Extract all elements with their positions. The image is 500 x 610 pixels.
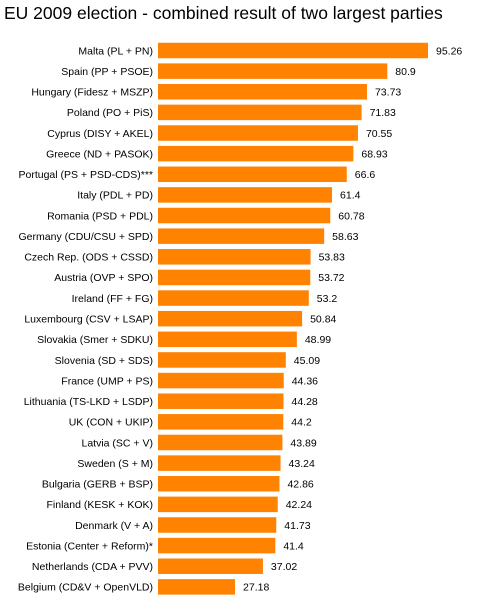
category-label: Ireland (FF + FG) (72, 293, 153, 305)
category-label: Slovenia (SD + SDS) (55, 355, 153, 367)
category-label: Denmark (V + A) (75, 520, 153, 532)
bar (158, 104, 362, 121)
category-label: Estonia (Center + Reform)* (26, 540, 153, 552)
value-label: 53.83 (319, 252, 345, 264)
category-label: Latvia (SC + V) (82, 437, 154, 449)
category-label: Malta (PL + PN) (78, 45, 153, 57)
bar (158, 558, 263, 574)
category-label: Italy (PDL + PD) (77, 190, 153, 202)
category-label: Sweden (S + M) (77, 458, 153, 470)
bar (158, 537, 276, 554)
category-label: Finland (KESK + KOK) (46, 499, 153, 511)
bar (158, 393, 284, 409)
category-label: Romania (PSD + PDL) (47, 210, 153, 222)
value-label: 53.2 (317, 293, 338, 305)
value-label: 48.99 (305, 334, 331, 346)
category-label: Bulgaria (GERB + BSP) (42, 479, 153, 491)
value-label: 42.86 (287, 479, 313, 491)
value-label: 53.72 (318, 272, 344, 284)
category-label: UK (CON + UKIP) (69, 417, 153, 429)
bar (158, 414, 284, 430)
bar (158, 249, 311, 265)
value-label: 44.2 (291, 417, 312, 429)
category-label: Czech Rep. (ODS + CSSD) (24, 252, 153, 264)
category-label: Luxembourg (CSV + LSAP) (24, 313, 153, 325)
category-label: Slovakia (Smer + SDKU) (37, 334, 153, 346)
bar (158, 125, 358, 141)
value-label: 80.9 (395, 66, 416, 78)
value-label: 44.28 (292, 396, 318, 408)
bar (158, 310, 303, 327)
value-label: 41.4 (283, 540, 304, 552)
value-label: 68.93 (361, 148, 387, 160)
bar (158, 372, 284, 389)
category-label: Spain (PP + PSOE) (61, 66, 153, 78)
category-label: Greece (ND + PASOK) (46, 148, 153, 160)
value-label: 70.55 (366, 128, 392, 140)
category-label: Hungary (Fidesz + MSZP) (31, 87, 153, 99)
value-label: 37.02 (271, 561, 297, 573)
bar (158, 290, 309, 306)
value-label: 42.24 (286, 499, 312, 511)
value-label: 41.73 (284, 520, 310, 532)
value-label: 45.09 (294, 355, 320, 367)
value-label: 60.78 (338, 210, 364, 222)
value-label: 66.6 (355, 169, 376, 181)
bar (158, 475, 280, 492)
category-label: Austria (OVP + SPO) (54, 272, 153, 284)
bar (158, 352, 286, 368)
category-label: France (UMP + PS) (61, 375, 153, 387)
bar (158, 84, 367, 100)
value-label: 71.83 (370, 107, 396, 119)
value-label: 43.24 (289, 458, 315, 470)
value-label: 27.18 (243, 582, 269, 594)
category-label: Belgium (CD&V + OpenVLD) (18, 582, 153, 594)
bar (158, 455, 281, 471)
category-label: Netherlands (CDA + PVV) (32, 561, 153, 573)
category-label: Germany (CDU/CSU + SPD) (19, 231, 153, 243)
category-label: Cyprus (DISY + AKEL) (47, 128, 153, 140)
value-label: 43.89 (290, 437, 316, 449)
category-label: Portugal (PS + PSD-CDS)*** (18, 169, 153, 181)
bar (158, 269, 311, 286)
category-label: Lithuania (TS-LKD + LSDP) (24, 396, 153, 408)
value-label: 73.73 (375, 87, 401, 99)
bar (158, 579, 236, 595)
bar (158, 207, 331, 224)
value-label: 58.63 (332, 231, 358, 243)
value-label: 61.4 (340, 190, 361, 202)
category-label: Poland (PO + PiS) (67, 107, 153, 119)
chart-title: EU 2009 election - combined result of tw… (4, 3, 443, 23)
bar (158, 496, 278, 513)
bar (158, 517, 277, 533)
bar (158, 42, 428, 59)
bar (158, 63, 388, 79)
bar (158, 166, 347, 183)
bar (158, 434, 283, 451)
bar (158, 228, 325, 244)
value-label: 44.36 (292, 375, 318, 387)
value-label: 95.26 (436, 45, 462, 57)
bar (158, 145, 354, 162)
value-label: 50.84 (310, 313, 336, 325)
bar (158, 331, 297, 348)
bar (158, 187, 333, 203)
